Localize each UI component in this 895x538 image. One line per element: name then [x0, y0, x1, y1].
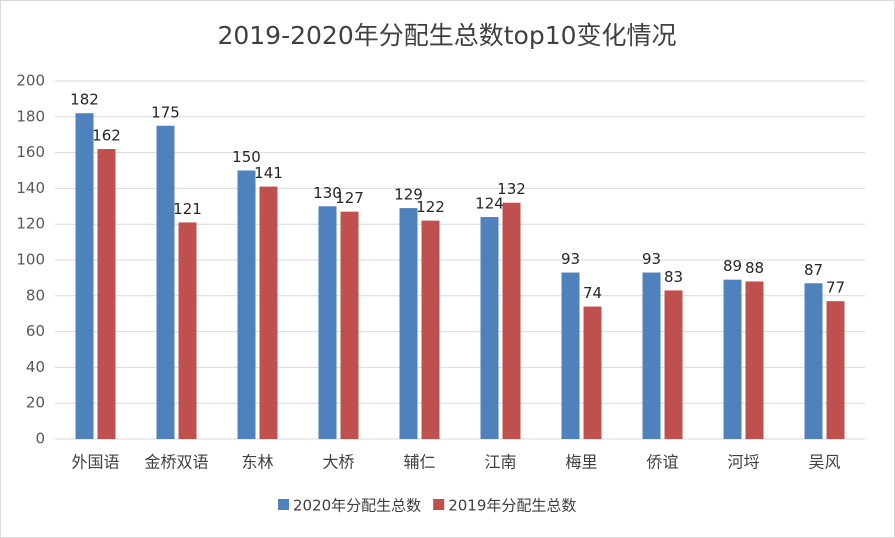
chart-title: 2019-2020年分配生总数top10变化情况 [217, 21, 676, 50]
value-label: 87 [804, 261, 823, 279]
bar [178, 222, 197, 439]
value-label: 124 [475, 195, 504, 213]
value-label: 162 [92, 127, 121, 145]
legend-label: 2019年分配生总数 [448, 497, 576, 515]
x-tick-label: 吴风 [808, 453, 840, 472]
value-label: 122 [416, 198, 445, 216]
bar [259, 186, 278, 439]
bar [399, 208, 418, 439]
x-tick-label: 外国语 [71, 453, 119, 472]
y-tick-label: 60 [26, 322, 45, 340]
value-label: 127 [335, 189, 364, 207]
legend-swatch [433, 499, 445, 510]
x-tick-label: 江南 [484, 453, 516, 472]
legend-swatch [278, 499, 289, 510]
bar [804, 283, 823, 439]
value-label: 74 [583, 284, 602, 302]
bar [745, 281, 764, 439]
value-label: 141 [254, 164, 283, 182]
bar [340, 211, 359, 439]
y-tick-label: 160 [16, 143, 45, 161]
x-tick-label: 大桥 [322, 453, 354, 472]
value-label: 88 [745, 259, 764, 277]
value-label: 132 [497, 180, 526, 198]
value-label: 150 [232, 148, 261, 166]
value-label: 93 [642, 250, 661, 268]
value-label: 129 [394, 186, 423, 204]
value-label: 121 [173, 200, 202, 218]
y-tick-label: 120 [16, 215, 45, 233]
y-tick-label: 200 [16, 72, 45, 90]
x-tick-label: 金桥双语 [144, 453, 208, 472]
x-tick-label: 河埒 [727, 453, 759, 472]
y-tick-label: 140 [16, 179, 45, 197]
value-label: 83 [664, 268, 683, 286]
value-label: 93 [561, 250, 580, 268]
bar [642, 272, 661, 439]
y-tick-label: 20 [26, 394, 45, 412]
bar [480, 217, 499, 439]
bar [97, 149, 116, 439]
value-label: 175 [151, 103, 180, 121]
bar [75, 113, 94, 439]
x-tick-label: 侨谊 [646, 453, 678, 472]
x-tick-label: 梅里 [565, 453, 597, 472]
y-tick-label: 0 [35, 430, 45, 448]
bar [502, 202, 521, 439]
y-tick-label: 80 [26, 286, 45, 304]
bar [156, 125, 175, 439]
bar [318, 206, 337, 439]
value-label: 77 [826, 279, 845, 297]
legend-label: 2020年分配生总数 [293, 497, 421, 515]
value-label: 130 [313, 184, 342, 202]
value-label: 89 [723, 257, 742, 275]
bar [421, 220, 440, 439]
bar [561, 272, 580, 439]
bar [237, 170, 256, 439]
y-tick-label: 40 [26, 358, 45, 376]
bar [723, 279, 742, 439]
y-tick-label: 180 [16, 107, 45, 125]
y-tick-label: 100 [16, 251, 45, 269]
bar [664, 290, 683, 439]
bar [583, 306, 602, 439]
x-tick-label: 东林 [241, 453, 273, 472]
value-label: 182 [70, 91, 99, 109]
bar [826, 301, 845, 439]
x-tick-label: 辅仁 [403, 453, 435, 472]
